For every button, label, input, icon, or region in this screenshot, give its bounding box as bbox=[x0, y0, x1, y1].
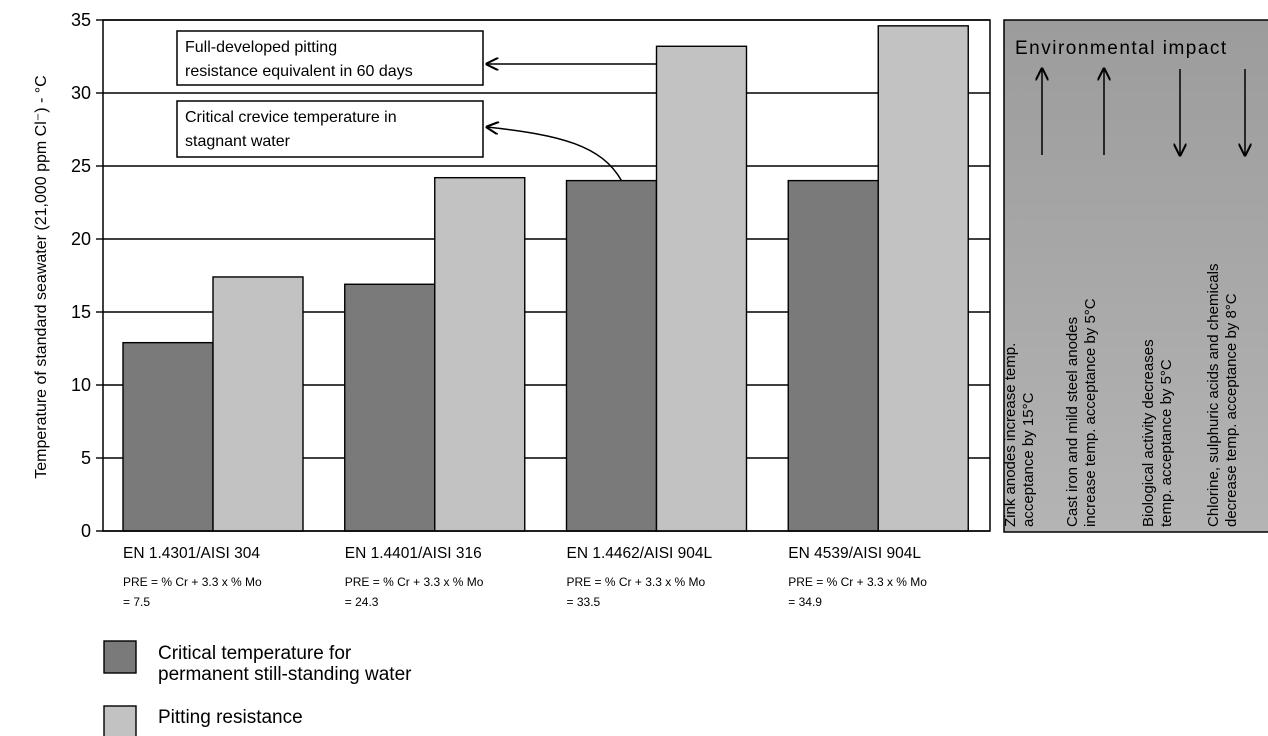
environmental-impact-title: Environmental impact bbox=[1015, 38, 1228, 59]
environmental-impact-text: Biological activity decreases bbox=[1140, 339, 1157, 527]
x-category-label: EN 4539/AISI 904L bbox=[788, 545, 921, 562]
y-tick-label: 0 bbox=[81, 521, 91, 541]
bar-pitting-resistance bbox=[877, 25, 969, 532]
y-tick-label: 15 bbox=[71, 302, 91, 322]
environmental-impact-panel: Environmental impact Zink anodes increase… bbox=[1002, 19, 1268, 533]
x-category-label: EN 1.4401/AISI 316 bbox=[345, 545, 482, 562]
legend-swatch bbox=[103, 640, 137, 674]
y-tick-label: 5 bbox=[81, 448, 91, 468]
environmental-impact-text: Cast iron and mild steel anodes bbox=[1064, 317, 1081, 527]
annotation-box bbox=[176, 100, 484, 158]
legend-label: Pitting resistance bbox=[158, 707, 303, 728]
annotation-text: Critical crevice temperature in bbox=[185, 109, 397, 126]
bar-pitting-resistance bbox=[434, 176, 526, 532]
annotation-text: stagnant water bbox=[185, 133, 291, 150]
environmental-impact-item: Cast iron and mild steel anodes increase … bbox=[1064, 298, 1099, 527]
environmental-impact-text: temp. acceptance by 5°C bbox=[1158, 359, 1175, 527]
y-tick-label: 25 bbox=[71, 156, 91, 176]
annotations: Full-developed pitting resistance equival… bbox=[176, 30, 657, 181]
pre-label: = 24.3 bbox=[345, 595, 379, 609]
annotation-arrow bbox=[487, 127, 623, 181]
y-axis: 0 5 10 15 20 25 30 35 bbox=[71, 10, 103, 541]
plot-frame bbox=[102, 19, 991, 532]
environmental-impact-item: Biological activity decreases temp. accep… bbox=[1140, 339, 1175, 527]
legend-label: Critical temperature for bbox=[158, 643, 352, 664]
annotation-text: resistance equivalent in 60 days bbox=[185, 63, 413, 80]
y-tick-label: 20 bbox=[71, 229, 91, 249]
pre-label: PRE = % Cr + 3.3 x % Mo bbox=[123, 575, 262, 589]
pre-label: PRE = % Cr + 3.3 x % Mo bbox=[788, 575, 927, 589]
bars bbox=[122, 25, 969, 532]
y-tick-label: 30 bbox=[71, 83, 91, 103]
x-category-label: EN 1.4301/AISI 304 bbox=[123, 545, 260, 562]
y-tick-label: 35 bbox=[71, 10, 91, 30]
bar-critical-temperature bbox=[787, 179, 879, 532]
y-axis-label: Temperature of standard seawater (21,000… bbox=[33, 75, 50, 478]
environmental-impact-text: Chlorine, sulphuric acids and chemicals bbox=[1205, 264, 1222, 527]
annotation-box bbox=[176, 30, 484, 86]
y-tick-label: 10 bbox=[71, 375, 91, 395]
legend-swatch bbox=[103, 705, 137, 736]
bar-pitting-resistance bbox=[212, 276, 304, 532]
environmental-impact-text: acceptance by 15°C bbox=[1020, 392, 1037, 527]
bar-critical-temperature bbox=[344, 283, 436, 532]
bar-critical-temperature bbox=[122, 341, 214, 532]
environmental-impact-item: Chlorine, sulphuric acids and chemicals d… bbox=[1205, 264, 1240, 527]
environmental-impact-box bbox=[1003, 19, 1268, 533]
environmental-impact-text: increase temp. acceptance by 5°C bbox=[1082, 298, 1099, 527]
x-axis-categories: EN 1.4301/AISI 304 PRE = % Cr + 3.3 x % M… bbox=[123, 545, 927, 609]
legend-label: permanent still-standing water bbox=[158, 664, 412, 685]
environmental-impact-text: decrease temp. acceptance by 8°C bbox=[1223, 293, 1240, 527]
bar-pitting-resistance bbox=[655, 45, 748, 532]
pre-label: PRE = % Cr + 3.3 x % Mo bbox=[345, 575, 484, 589]
pre-label: = 7.5 bbox=[123, 595, 150, 609]
pre-label: PRE = % Cr + 3.3 x % Mo bbox=[567, 575, 706, 589]
bar-critical-temperature bbox=[565, 179, 658, 532]
annotation-text: Full-developed pitting bbox=[185, 39, 337, 56]
environmental-impact-text: Zink anodes increase temp. bbox=[1002, 343, 1019, 527]
plot-border bbox=[102, 19, 991, 532]
pre-label: = 34.9 bbox=[788, 595, 822, 609]
environmental-impact-item: Zink anodes increase temp. acceptance by … bbox=[1002, 343, 1037, 527]
x-category-label: EN 1.4462/AISI 904L bbox=[567, 545, 713, 562]
pre-label: = 33.5 bbox=[567, 595, 601, 609]
